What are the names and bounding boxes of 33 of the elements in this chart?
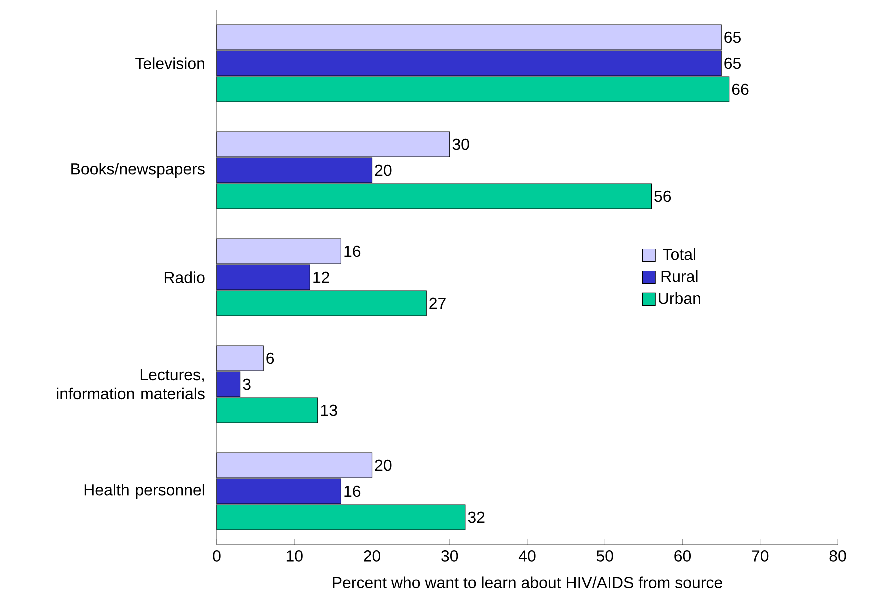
- x-tick-label: 20: [364, 550, 381, 562]
- x-tick-label: 10: [286, 550, 303, 562]
- x-tick-label: 50: [596, 550, 614, 562]
- data-label: 3: [243, 378, 251, 390]
- data-label: 56: [654, 190, 672, 202]
- y-tick-label: Lectures, information materials: [57, 370, 205, 400]
- data-label: 32: [468, 512, 485, 524]
- x-tick-label: 80: [830, 550, 846, 562]
- legend-label: Rural: [662, 270, 698, 282]
- data-label: 6: [266, 352, 274, 364]
- y-tick-label: Health personnel: [84, 484, 204, 500]
- x-tick-label: 0: [213, 550, 221, 562]
- data-label: 65: [724, 32, 741, 44]
- x-axis-title: Percent who want to learn about HIV/AIDS from source: [333, 576, 722, 589]
- legend-label: Total: [663, 248, 696, 260]
- data-label: 16: [344, 486, 361, 498]
- data-label: 20: [375, 460, 392, 472]
- x-tick-label: 60: [674, 550, 692, 562]
- x-tick-label: 40: [518, 550, 536, 562]
- data-label: 16: [344, 246, 361, 258]
- data-label: 20: [375, 164, 392, 176]
- data-label: 13: [321, 404, 338, 416]
- data-label: 27: [430, 298, 446, 310]
- legend-label: Urban: [659, 292, 700, 304]
- data-label: 65: [724, 58, 741, 70]
- y-tick-label: Books/newspapers: [72, 163, 205, 178]
- y-tick-label: Radio: [164, 272, 205, 284]
- y-tick-label: Television: [136, 58, 204, 70]
- data-label: 30: [452, 138, 470, 150]
- x-tick-label: 30: [442, 550, 458, 562]
- data-label: 12: [314, 272, 330, 284]
- x-tick-label: 70: [752, 550, 769, 562]
- data-label: 66: [732, 84, 749, 96]
